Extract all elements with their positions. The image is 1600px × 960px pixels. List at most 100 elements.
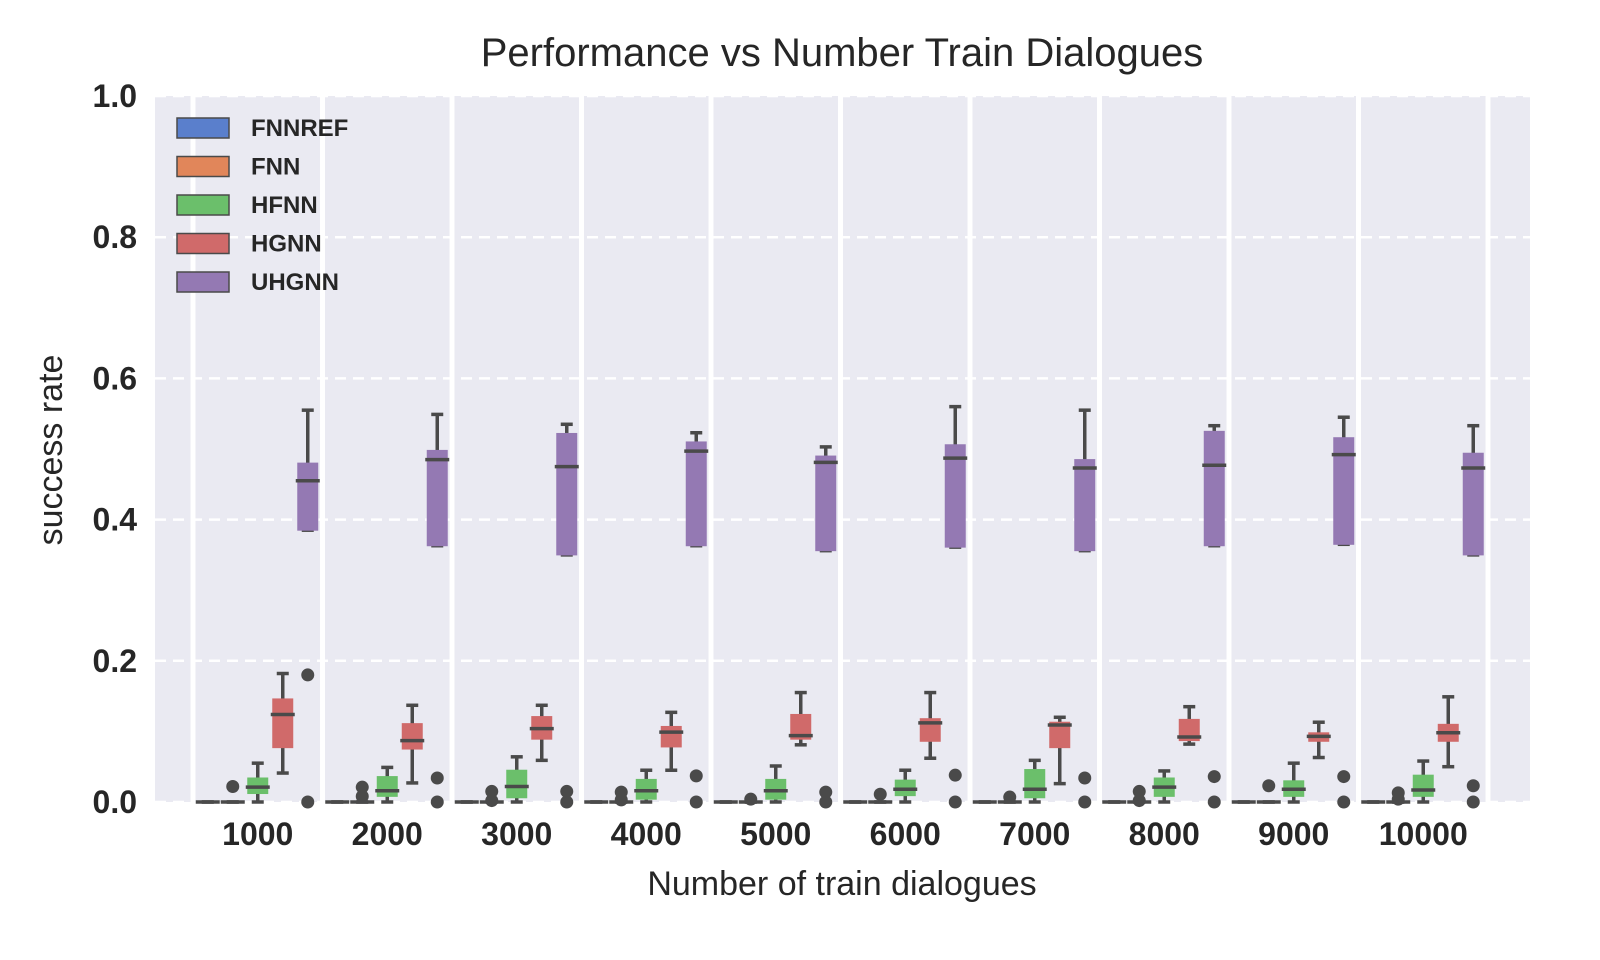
- legend-swatch-fnnref: [176, 117, 230, 139]
- box-hgnn-1000: [270, 671, 295, 775]
- x-tick-label: 6000: [870, 816, 941, 852]
- box-iqr: [1049, 721, 1071, 749]
- outlier-point: [1078, 771, 1092, 785]
- box-hgnn-7000: [1047, 715, 1072, 786]
- box-iqr: [401, 723, 423, 750]
- box-hfnn-3000: [504, 755, 529, 804]
- box-uhgnn-1000: [295, 408, 320, 809]
- box-uhgnn-5000: [813, 445, 838, 809]
- box-fnn-6000: [868, 787, 893, 804]
- box-hfnn-7000: [1022, 758, 1047, 804]
- outlier-point: [430, 795, 444, 809]
- box-hgnn-5000: [788, 690, 813, 747]
- outlier-point: [948, 795, 962, 809]
- box-hfnn-10000: [1411, 759, 1436, 804]
- outlier-point: [1337, 795, 1351, 809]
- box-iqr: [1333, 437, 1355, 545]
- box-uhgnn-6000: [943, 404, 968, 809]
- box-uhgnn-2000: [425, 412, 450, 809]
- box-fnnref-2000: [325, 800, 350, 804]
- box-fnn-4000: [609, 785, 634, 807]
- box-iqr: [1462, 452, 1484, 556]
- box-iqr: [297, 462, 319, 531]
- box-fnnref-5000: [713, 800, 738, 804]
- box-uhgnn-7000: [1072, 408, 1097, 809]
- box-fnn-5000: [738, 792, 763, 806]
- y-tick-label: 0.0: [93, 784, 137, 820]
- x-tick-label: 8000: [1129, 816, 1200, 852]
- y-tick-label: 0.8: [93, 219, 137, 255]
- outlier-point: [689, 795, 703, 809]
- legend-swatch-fnn: [176, 155, 230, 178]
- box-fnn-2000: [350, 780, 375, 804]
- outlier-point: [226, 779, 240, 793]
- outlier-point: [1391, 786, 1405, 800]
- box-hfnn-5000: [763, 764, 788, 804]
- x-tick-label: 5000: [740, 816, 811, 852]
- box-fnn-9000: [1256, 779, 1281, 804]
- box-hgnn-8000: [1177, 704, 1202, 746]
- box-fnn-10000: [1386, 786, 1411, 806]
- box-fnn-8000: [1127, 784, 1152, 808]
- outlier-point: [1337, 770, 1351, 784]
- outlier-point: [819, 785, 833, 799]
- box-hgnn-9000: [1306, 720, 1331, 760]
- box-fnnref-10000: [1361, 800, 1386, 804]
- x-tick-labels: 1000 2000 3000 4000 5000 6000 7000 8000 9000 1000…: [222, 816, 1468, 852]
- outlier-point: [614, 785, 628, 799]
- box-iqr: [815, 455, 837, 552]
- y-tick-label: 0.6: [93, 360, 137, 396]
- x-axis-label: Number of train dialogues: [647, 865, 1036, 903]
- box-iqr: [426, 449, 448, 547]
- box-hfnn-1000: [245, 761, 270, 804]
- box-iqr: [1024, 769, 1046, 799]
- outlier-point: [485, 794, 499, 808]
- box-hfnn-9000: [1281, 761, 1306, 804]
- outlier-point: [560, 795, 574, 809]
- x-tick-label: 1000: [222, 816, 293, 852]
- box-hfnn-2000: [375, 765, 400, 804]
- box-iqr: [944, 444, 966, 548]
- outlier-point: [873, 787, 887, 801]
- legend-label-uhgnn: UHGNN: [251, 269, 339, 296]
- box-fnnref-9000: [1231, 800, 1256, 804]
- box-iqr: [660, 725, 682, 748]
- box-iqr: [1178, 718, 1200, 742]
- box-iqr: [556, 432, 578, 556]
- box-fnnref-3000: [454, 800, 479, 804]
- box-fnnref-1000: [195, 800, 220, 804]
- outlier-point: [301, 795, 315, 809]
- box-uhgnn-4000: [684, 431, 709, 809]
- box-uhgnn-3000: [554, 422, 579, 809]
- box-fnn-7000: [997, 790, 1022, 804]
- box-iqr: [1203, 430, 1225, 547]
- outlier-point: [1078, 795, 1092, 809]
- x-tick-label: 9000: [1258, 816, 1329, 852]
- boxplots: [195, 404, 1486, 809]
- box-fnnref-6000: [843, 800, 868, 804]
- box-fnnref-4000: [584, 800, 609, 804]
- box-hgnn-4000: [659, 710, 684, 772]
- legend-swatch-hgnn: [176, 232, 230, 255]
- box-fnnref-7000: [972, 800, 997, 804]
- y-tick-label: 1.0: [93, 78, 137, 114]
- y-tick-labels: 0.0 0.2 0.4 0.6 0.8 1.0: [93, 78, 138, 820]
- outlier-point: [355, 780, 369, 794]
- x-tick-label: 10000: [1379, 816, 1468, 852]
- outlier-point: [819, 795, 833, 809]
- x-tick-label: 7000: [999, 816, 1070, 852]
- outlier-point: [485, 784, 499, 798]
- legend-label-hgnn: HGNN: [251, 231, 322, 258]
- box-iqr: [1412, 774, 1434, 797]
- outlier-point: [1207, 795, 1221, 809]
- outlier-point: [1466, 779, 1480, 793]
- outlier-point: [1466, 795, 1480, 809]
- legend-label-hfnn: HFNN: [251, 192, 318, 219]
- box-fnnref-8000: [1102, 800, 1127, 804]
- legend: FNNREF FNN HFNN HGNN UHGNN: [176, 115, 348, 296]
- legend-label-fnn: FNN: [251, 154, 300, 181]
- chart-title: Performance vs Number Train Dialogues: [481, 31, 1204, 75]
- box-uhgnn-9000: [1331, 415, 1356, 809]
- y-axis-label: success rate: [32, 355, 70, 546]
